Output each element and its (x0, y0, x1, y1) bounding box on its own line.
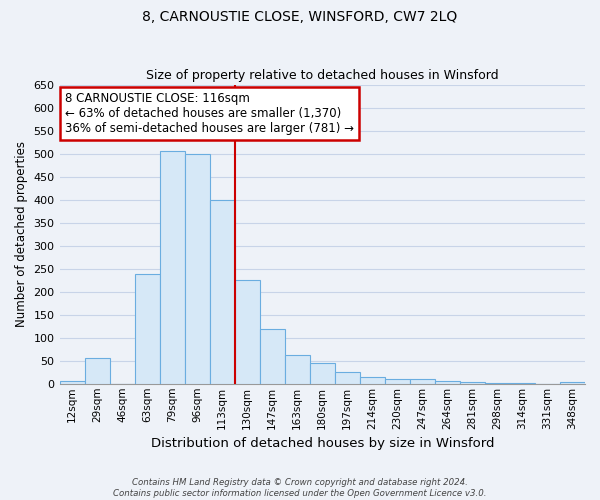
Text: 8 CARNOUSTIE CLOSE: 116sqm
← 63% of detached houses are smaller (1,370)
36% of s: 8 CARNOUSTIE CLOSE: 116sqm ← 63% of deta… (65, 92, 354, 135)
Bar (134, 274, 160, 384)
Bar (435, 382, 460, 384)
Text: 8, CARNOUSTIE CLOSE, WINSFORD, CW7 2LQ: 8, CARNOUSTIE CLOSE, WINSFORD, CW7 2LQ (142, 10, 458, 24)
Bar (160, 152, 185, 384)
Bar (235, 280, 260, 384)
Bar (209, 200, 235, 384)
Bar (85, 358, 110, 384)
Title: Size of property relative to detached houses in Winsford: Size of property relative to detached ho… (146, 69, 499, 82)
Bar (310, 363, 335, 384)
Bar (485, 383, 510, 384)
Bar (560, 382, 585, 384)
Text: Contains HM Land Registry data © Crown copyright and database right 2024.
Contai: Contains HM Land Registry data © Crown c… (113, 478, 487, 498)
Y-axis label: Number of detached properties: Number of detached properties (15, 141, 28, 327)
Bar (360, 377, 385, 384)
Bar (59, 382, 85, 384)
Bar (185, 154, 209, 384)
Bar (385, 379, 410, 384)
Bar (335, 372, 360, 384)
Bar (285, 355, 310, 384)
X-axis label: Distribution of detached houses by size in Winsford: Distribution of detached houses by size … (151, 437, 494, 450)
Bar (410, 379, 435, 384)
Bar (460, 382, 485, 384)
Bar (260, 328, 285, 384)
